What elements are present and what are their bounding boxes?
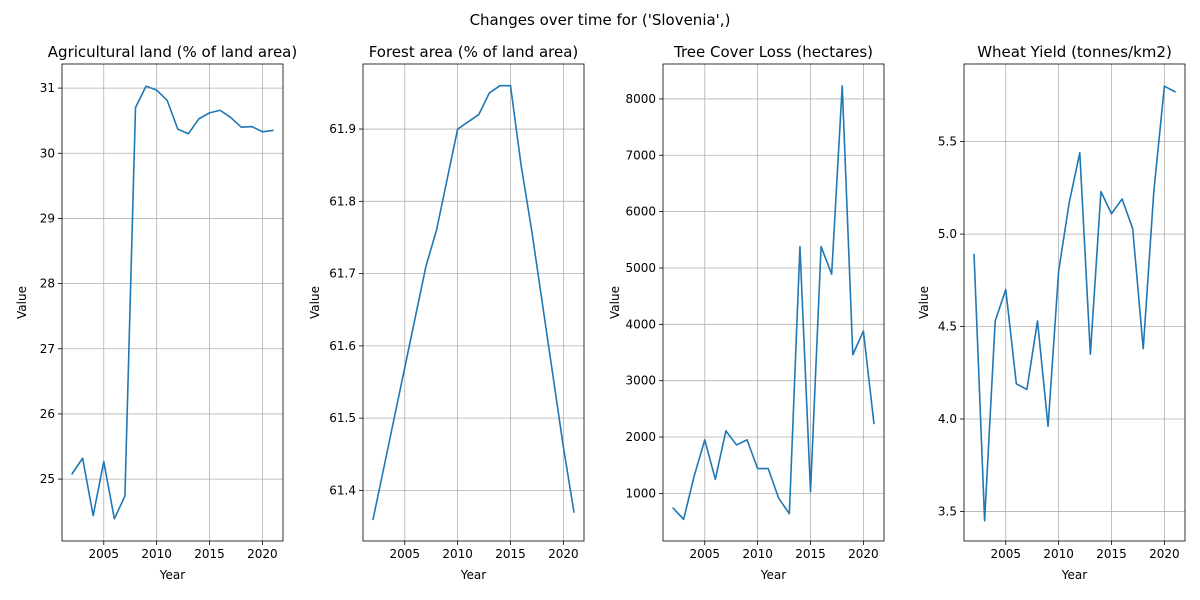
series-line: [672, 85, 875, 521]
x-tick-label: 2015: [495, 547, 526, 561]
chart-panel-2: 2005 2010 2015 2020 61.4 61.5 61.6 61.7 61.8 61.9…: [308, 43, 585, 582]
y-tick-label: 26: [40, 407, 55, 421]
y-tick-label: 4.5: [938, 320, 957, 334]
y-tick-label: 1000: [625, 486, 656, 500]
y-tick-label: 30: [40, 146, 55, 160]
y-tick-label: 8000: [625, 92, 656, 106]
x-tick-label: 2005: [990, 547, 1021, 561]
y-tick-label: 31: [40, 81, 55, 95]
panel-title: Wheat Yield (tonnes/km2): [977, 43, 1172, 61]
x-tick-label: 2020: [848, 547, 879, 561]
y-tick-label: 28: [40, 277, 55, 291]
y-tick-label: 5000: [625, 261, 656, 275]
panel-title: Tree Cover Loss (hectares): [673, 43, 873, 61]
plot-frame: [61, 63, 284, 542]
x-tick-label: 2005: [689, 547, 720, 561]
x-tick-label: 2010: [1043, 547, 1074, 561]
panel-title: Agricultural land (% of land area): [48, 43, 297, 61]
y-tick-label: 61.7: [329, 267, 356, 281]
y-tick-label: 7000: [625, 148, 656, 162]
series-line: [71, 85, 274, 520]
y-tick-label: 61.5: [329, 411, 356, 425]
x-tick-label: 2020: [247, 547, 278, 561]
series-line: [372, 84, 575, 521]
y-axis-label: Value: [308, 286, 322, 319]
y-tick-label: 61.8: [329, 194, 356, 208]
y-tick-label: 25: [40, 472, 55, 486]
chart-panel-1: 2005 2010 2015 2020 25 26 27 28 29 30 31 Agricultur…: [15, 43, 297, 582]
panel-title: Forest area (% of land area): [369, 43, 579, 61]
y-tick-label: 5.5: [938, 135, 957, 149]
y-tick-label: 61.9: [329, 122, 356, 136]
plot-frame: [662, 63, 885, 542]
x-axis-label: Year: [760, 568, 786, 582]
x-tick-label: 2015: [1096, 547, 1127, 561]
y-tick-label: 6000: [625, 205, 656, 219]
plot-frame: [963, 63, 1186, 542]
x-tick-label: 2010: [141, 547, 172, 561]
y-axis-label: Value: [608, 286, 622, 319]
y-tick-label: 4000: [625, 317, 656, 331]
x-axis-label: Year: [1061, 568, 1087, 582]
x-tick-label: 2015: [194, 547, 225, 561]
y-tick-label: 29: [40, 211, 55, 225]
y-axis-label: Value: [917, 286, 931, 319]
y-tick-label: 2000: [625, 430, 656, 444]
y-tick-label: 61.4: [329, 483, 356, 497]
y-axis-label: Value: [15, 286, 29, 319]
y-tick-label: 5.0: [938, 227, 957, 241]
x-tick-label: 2010: [742, 547, 773, 561]
y-tick-label: 4.0: [938, 412, 957, 426]
series-line: [973, 85, 1176, 522]
y-tick-label: 3.5: [938, 504, 957, 518]
x-axis-label: Year: [159, 568, 185, 582]
x-tick-label: 2005: [389, 547, 420, 561]
chart-panel-4: 2005 2010 2015 2020 3.5 4.0 4.5 5.0 5.5 Wheat Yie…: [917, 43, 1186, 582]
y-tick-label: 61.6: [329, 339, 356, 353]
x-axis-label: Year: [460, 568, 486, 582]
x-tick-label: 2010: [442, 547, 473, 561]
x-tick-label: 2005: [88, 547, 119, 561]
y-tick-label: 27: [40, 342, 55, 356]
chart-panel-3: 2005 2010 2015 2020 1000 2000 3000 4000 5000 6000…: [608, 43, 885, 582]
plot-frame: [362, 63, 585, 542]
x-tick-label: 2020: [548, 547, 579, 561]
y-tick-label: 3000: [625, 374, 656, 388]
x-tick-label: 2020: [1149, 547, 1180, 561]
figure-suptitle: Changes over time for ('Slovenia',): [470, 11, 731, 29]
x-tick-label: 2015: [795, 547, 826, 561]
